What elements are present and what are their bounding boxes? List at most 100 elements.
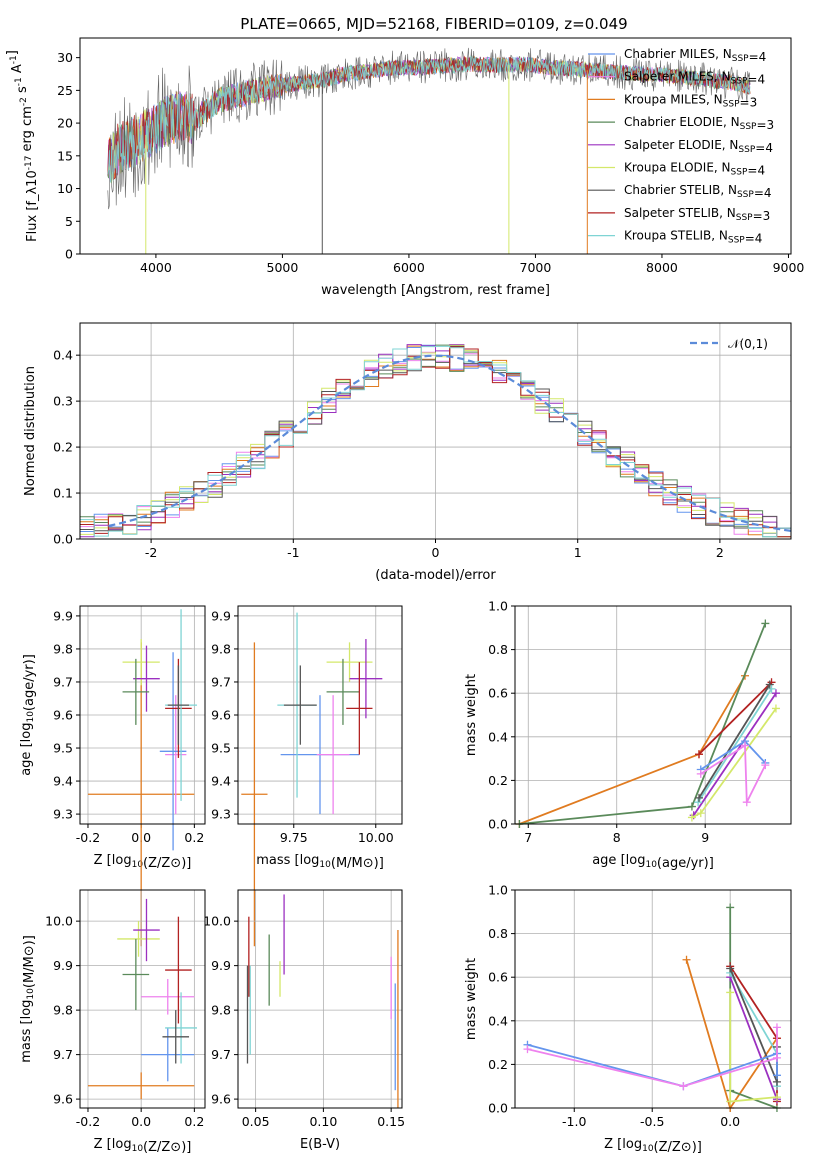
weight-line (527, 1043, 778, 1088)
weight-marker (695, 750, 703, 759)
x-tick-label: 0.10 (309, 1114, 337, 1129)
axes-frame (514, 605, 792, 825)
spectrum-line (107, 47, 751, 210)
legend-label: Salpeter MILES, NSSP=4 (624, 70, 765, 87)
plot-area (107, 47, 751, 254)
weight-line (729, 992, 778, 1103)
weight-marker (726, 988, 735, 997)
x-tick-label: 8000 (646, 260, 678, 275)
x-tick-label: 1 (574, 545, 582, 560)
y-tick-label: 0.0 (53, 532, 73, 547)
weight-marker (761, 761, 770, 770)
legend-label: Chabrier MILES, NSSP=4 (624, 47, 766, 64)
x-axis-label: Z [log10(Z/Z⊙)] (94, 1137, 192, 1155)
y-tick-label: 0.8 (488, 926, 508, 941)
y-tick-label: 0.4 (488, 1013, 508, 1028)
weight-line (729, 976, 778, 1100)
x-axis-label: mass [log10(M/M⊙)] (256, 853, 384, 871)
weight-line (698, 681, 773, 755)
y-tick-label: 15 (57, 148, 73, 163)
y-tick-label: 0.0 (488, 1101, 508, 1116)
weight-marker (687, 802, 696, 811)
y-tick-label: 0.1 (53, 486, 73, 501)
chart-residuals: -2 -1 0 1 2 0.0 0.1 0.2 0.3 0.4 (data-model)/error… (23, 322, 792, 583)
legend-label: Chabrier ELODIE, NSSP=3 (624, 115, 774, 132)
legend-label: Kroupa STELIB, NSSP=4 (624, 229, 762, 246)
y-tick-label: 5 (65, 214, 73, 229)
legend-label: Chabrier STELIB, NSSP=4 (624, 183, 772, 200)
y-tick-label: 9.8 (53, 641, 73, 656)
chart-weight-vs-Z: -1.0 -0.5 0.0 0.0 0.2 0.4 0.6 0.8 1.0 Z [log10(Z/… (464, 883, 792, 1155)
x-axis-label: Z [log10(Z/Z⊙)] (94, 853, 192, 871)
x-tick-label: -0.5 (640, 1114, 664, 1129)
axes-frame (79, 37, 792, 255)
y-tick-label: 0.2 (53, 440, 73, 455)
y-tick-label: 1.0 (488, 883, 508, 898)
y-tick-label: 0.3 (53, 394, 73, 409)
y-tick-label: 0.2 (488, 773, 508, 788)
x-axis-label: age [log10(age/yr)] (592, 853, 714, 871)
y-tick-label: 9.6 (211, 708, 231, 723)
x-tick-label: 0.2 (184, 1114, 204, 1129)
y-tick-label: 0.6 (488, 686, 508, 701)
y-tick-label: 9.9 (211, 958, 231, 973)
weight-marker (767, 684, 776, 693)
y-tick-label: 9.6 (211, 1092, 231, 1107)
normal-curve (108, 354, 791, 532)
y-tick-label: 9.8 (211, 1003, 231, 1018)
y-tick-label: 9.5 (53, 741, 73, 756)
y-tick-label: 10.0 (45, 914, 73, 929)
x-tick-label: -1 (287, 545, 299, 560)
weight-marker (741, 741, 749, 750)
x-tick-label: -2 (145, 545, 157, 560)
x-tick-label: 6000 (393, 260, 425, 275)
weight-marker (694, 798, 703, 807)
weight-marker (772, 1023, 781, 1032)
x-tick-label: 0.2 (184, 830, 204, 845)
weight-marker (771, 689, 780, 698)
y-axis-label: mass weight (464, 674, 479, 756)
legend-label: 𝒩(0,1) (728, 337, 768, 351)
x-tick-label: 5000 (267, 260, 299, 275)
legend-label: Kroupa MILES, NSSP=3 (624, 92, 757, 109)
weight-marker (761, 619, 770, 628)
y-tick-label: 10.0 (203, 914, 231, 929)
weight-marker (687, 813, 696, 822)
axes-frame (237, 889, 403, 1109)
y-tick-label: 0.4 (53, 348, 73, 363)
weight-line (692, 692, 777, 816)
y-tick-label: 9.6 (53, 708, 73, 723)
legend-label: Salpeter STELIB, NSSP=3 (624, 206, 770, 223)
x-tick-label: 0.15 (377, 1114, 405, 1129)
x-axis-label: (data-model)/error (375, 568, 496, 583)
y-tick-label: 9.8 (211, 641, 231, 656)
x-tick-label: -0.2 (76, 830, 100, 845)
y-tick-label: 9.7 (211, 1047, 231, 1062)
axes-frame (237, 605, 403, 825)
y-tick-label: 9.9 (53, 958, 73, 973)
y-tick-label: 9.8 (53, 1003, 73, 1018)
y-tick-label: 9.5 (211, 741, 231, 756)
weight-marker (523, 1045, 532, 1054)
x-tick-label: 0 (432, 545, 440, 560)
x-tick-label: 4000 (140, 260, 172, 275)
weight-line (519, 675, 746, 825)
weight-marker (695, 793, 703, 802)
y-tick-label: 0.6 (488, 970, 508, 985)
weight-marker (726, 903, 735, 912)
chart-age-vs-mass: 9.75 10.00 9.3 9.4 9.5 9.6 9.7 9.8 9.9 mass [log1… (211, 605, 403, 947)
y-tick-label: 0.0 (488, 817, 508, 832)
weight-marker (696, 809, 705, 818)
weight-marker (682, 955, 691, 964)
x-tick-label: 7000 (520, 260, 552, 275)
weight-marker (696, 769, 705, 778)
x-tick-label: -0.2 (76, 1114, 100, 1129)
y-tick-label: 9.7 (53, 674, 73, 689)
histogram-series (80, 346, 791, 538)
y-tick-label: 9.9 (211, 608, 231, 623)
x-tick-label: 0.05 (242, 1114, 270, 1129)
weight-marker (726, 1097, 735, 1106)
y-axis-label: mass [log10(M/M⊙)] (19, 935, 37, 1063)
y-tick-label: 0.8 (488, 642, 508, 657)
